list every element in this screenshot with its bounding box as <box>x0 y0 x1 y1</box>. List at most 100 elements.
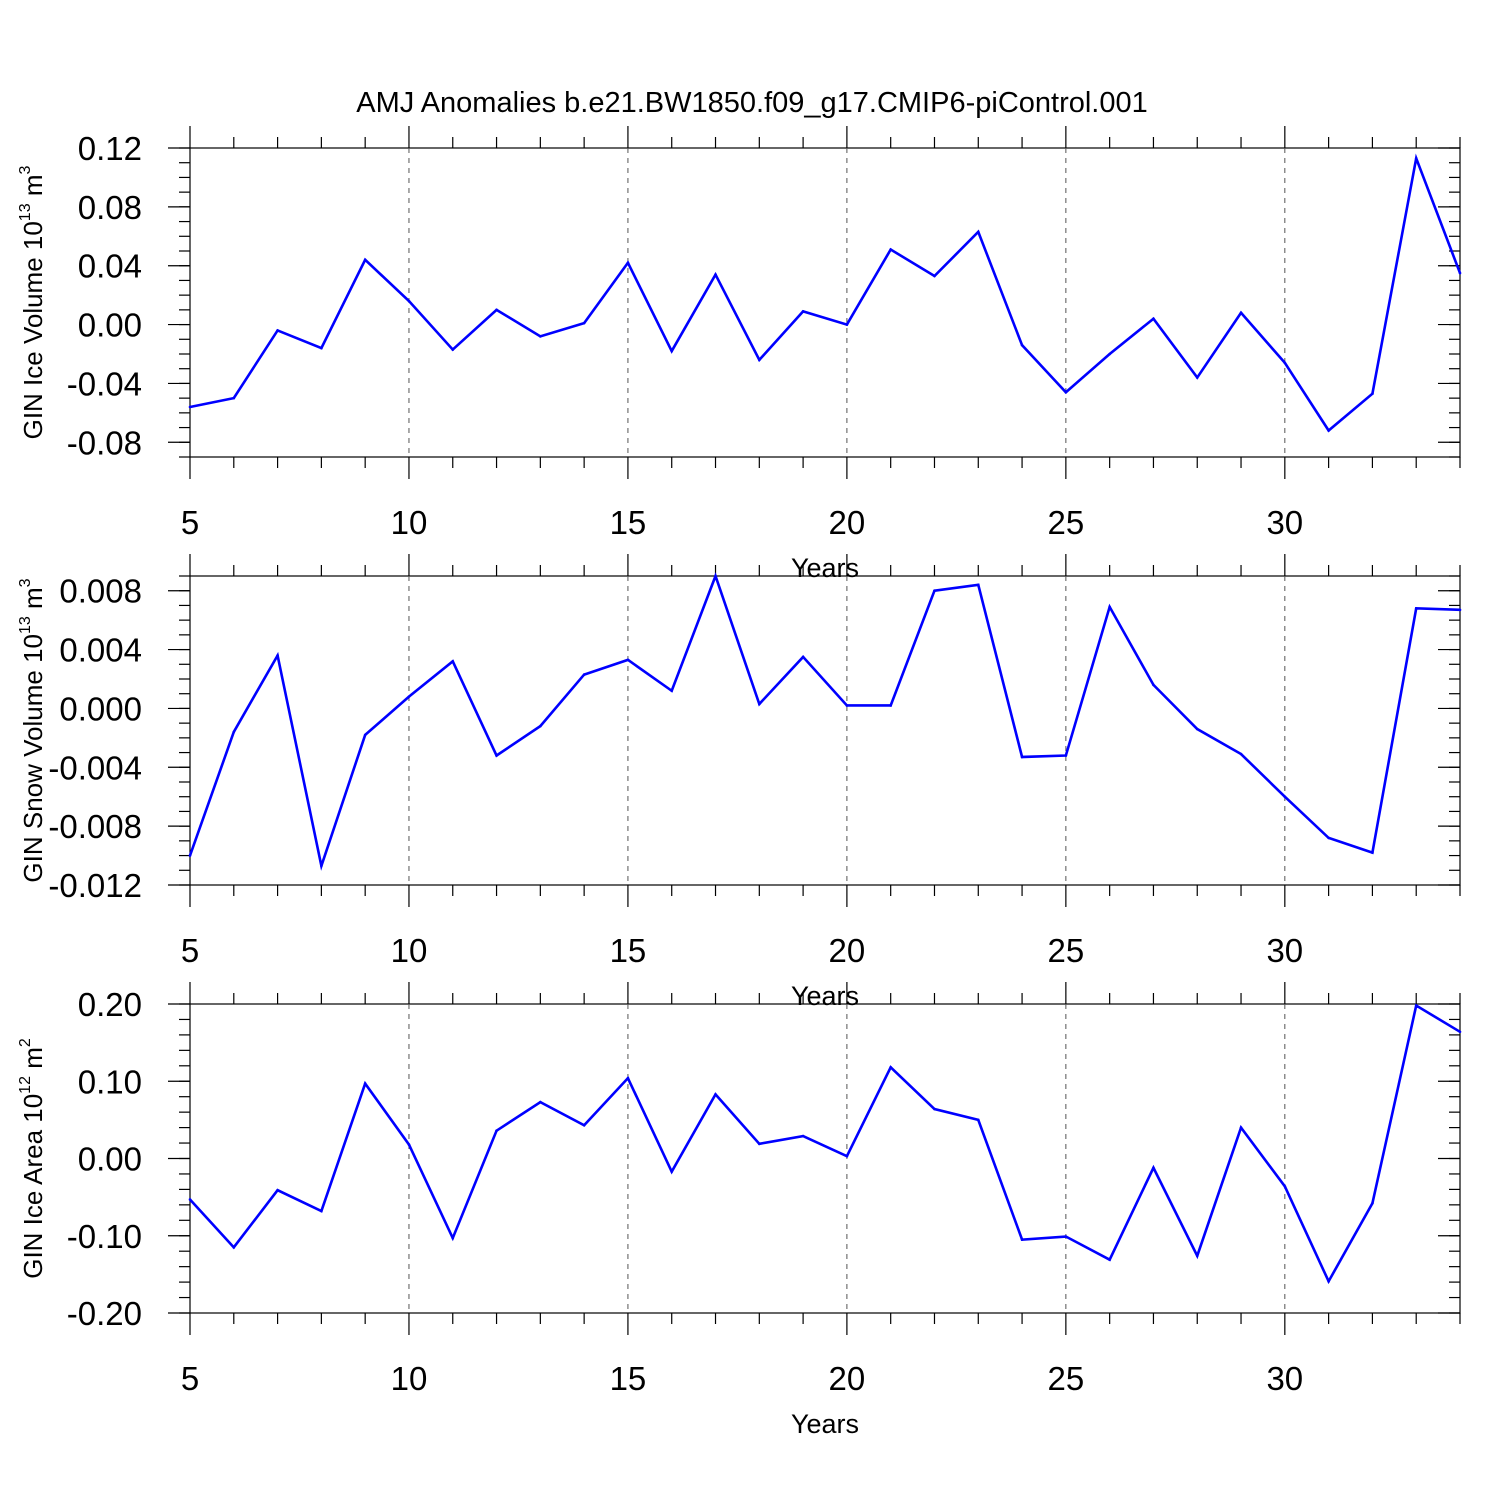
data-point <box>407 695 411 698</box>
data-point <box>451 1236 455 1240</box>
data-point <box>1414 157 1418 160</box>
data-point <box>582 673 586 676</box>
data-point <box>1283 1185 1287 1188</box>
data-point <box>1239 752 1243 756</box>
data-point <box>845 1154 849 1158</box>
data-point <box>582 321 586 325</box>
data-point <box>1414 607 1418 610</box>
y-tick-label: 0.00 <box>78 307 142 344</box>
data-point <box>1327 1280 1330 1283</box>
data-point <box>758 358 761 362</box>
data-point <box>232 1246 236 1249</box>
data-point <box>1371 392 1374 396</box>
y-axis-title-exponent: 13 <box>17 616 34 634</box>
y-axis-title-unit: m <box>18 587 48 616</box>
data-point <box>1327 836 1330 840</box>
y-tick-label: -0.004 <box>48 749 142 786</box>
series-line <box>189 153 1462 433</box>
x-tick-label: 25 <box>1048 504 1085 541</box>
x-tick-label: 25 <box>1048 932 1085 969</box>
y-tick-label: 0.000 <box>59 690 142 727</box>
x-axis-title: Years <box>791 553 859 583</box>
chart-title: AMJ Anomalies b.e21.BW1850.f09_g17.CMIP6… <box>356 87 1148 119</box>
data-point <box>626 658 630 662</box>
data-point <box>1020 1238 1024 1241</box>
data-point <box>1283 361 1287 365</box>
data-point <box>1152 1166 1155 1170</box>
x-tick-label: 5 <box>181 504 199 541</box>
data-point <box>363 1082 367 1085</box>
y-axis-title-unit-exponent: 3 <box>17 165 34 174</box>
data-point <box>1283 795 1287 799</box>
data-point <box>801 655 805 659</box>
y-tick-label: -0.04 <box>67 365 142 402</box>
data-point <box>407 299 411 303</box>
data-point <box>1064 390 1068 394</box>
data-point <box>714 273 717 276</box>
y-tick-label: -0.012 <box>48 867 142 904</box>
data-point <box>451 660 455 663</box>
data-point <box>539 724 542 728</box>
data-point <box>758 1142 761 1146</box>
x-tick-label: 5 <box>181 932 199 969</box>
series-line <box>188 572 1461 871</box>
data-point <box>1020 343 1024 347</box>
data-point <box>1239 311 1243 315</box>
chart-panel-3: -0.20 -0.10 0.00 0.10 0.20 5 10 15 20 25 30 Years GI… <box>17 982 1462 1439</box>
y-tick-label: -0.20 <box>67 1295 142 1332</box>
data-point <box>188 854 192 857</box>
data-point <box>889 704 892 707</box>
data-point <box>1064 1235 1068 1238</box>
data-point <box>976 230 980 234</box>
y-tick-label: 0.10 <box>78 1063 142 1100</box>
y-axis-title-unit-exponent: 2 <box>17 1038 34 1047</box>
y-axis-title-main: GIN Snow Volume 10 <box>18 634 48 883</box>
data-point <box>933 589 936 593</box>
data-point <box>1152 683 1155 687</box>
data-point <box>1327 429 1330 432</box>
y-axis-title-main: GIN Ice Area 10 <box>18 1094 48 1279</box>
y-tick-label: 0.00 <box>78 1141 142 1178</box>
y-tick-label: 0.004 <box>59 632 142 669</box>
data-point <box>363 733 367 737</box>
data-point <box>1458 1030 1462 1034</box>
y-tick-label: -0.008 <box>48 808 142 845</box>
y-tick-label: -0.10 <box>67 1218 142 1255</box>
data-point <box>188 405 192 409</box>
data-point <box>539 335 542 338</box>
y-axis-title: GIN Ice Area 1012 m2 <box>17 1038 48 1279</box>
x-tick-label: 10 <box>391 1360 428 1397</box>
data-point <box>714 1093 717 1096</box>
x-tick-label: 10 <box>391 504 428 541</box>
series-line <box>189 1003 1461 1285</box>
data-point <box>889 1066 892 1069</box>
data-point <box>626 1076 630 1080</box>
data-point <box>495 1129 498 1132</box>
data-point <box>451 348 455 351</box>
y-axis-title-unit: m <box>18 174 48 203</box>
x-tick-label: 25 <box>1048 1360 1085 1397</box>
x-tick-label: 15 <box>610 1360 647 1397</box>
plot-frame <box>189 1003 1461 1314</box>
y-axis-title-exponent: 13 <box>17 203 34 221</box>
x-tick-label: 20 <box>829 932 866 969</box>
chart-panel-2: -0.012 -0.008 -0.004 0.000 0.004 0.008 5 10 15 20… <box>17 554 1462 1011</box>
data-point <box>1195 1254 1199 1258</box>
y-axis-title-unit-exponent: 3 <box>17 578 34 587</box>
y-tick-label: 0.04 <box>78 248 142 285</box>
data-point <box>495 308 498 312</box>
data-point <box>1414 1004 1418 1007</box>
data-point <box>845 704 849 707</box>
y-axis-title: GIN Ice Volume 1013 m3 <box>17 165 48 439</box>
x-tick-label: 30 <box>1266 932 1303 969</box>
data-point <box>1108 1258 1111 1261</box>
y-tick-label: 0.20 <box>78 986 142 1023</box>
data-point <box>1064 754 1068 757</box>
data-point <box>276 654 279 657</box>
data-point <box>1195 727 1199 731</box>
data-point <box>670 1170 674 1173</box>
data-point <box>845 323 849 326</box>
data-point <box>1371 851 1374 854</box>
plot-frame <box>189 147 1461 458</box>
